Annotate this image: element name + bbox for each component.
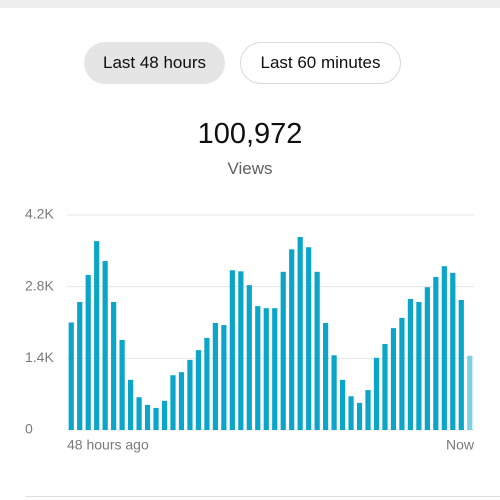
bar	[272, 308, 278, 430]
bar	[187, 359, 193, 430]
bar	[280, 271, 286, 430]
bar	[297, 237, 303, 430]
bar	[339, 379, 346, 430]
bar	[306, 247, 312, 430]
bar	[314, 271, 320, 430]
bar	[433, 276, 439, 430]
bar	[153, 407, 159, 430]
bar	[356, 402, 363, 430]
bar	[204, 337, 210, 430]
x-tick-label: 48 hours ago	[67, 437, 149, 453]
tab-48-hours[interactable]: Last 48 hours	[84, 42, 225, 84]
bar	[399, 317, 405, 430]
bar	[441, 266, 447, 430]
chart: 0 1.4K 2.8K 4.2K 48 hours ago Now	[25, 206, 475, 453]
bar	[407, 298, 414, 430]
metric-label: Views	[227, 159, 273, 178]
y-tick-label: 0	[25, 421, 33, 437]
bar	[94, 241, 100, 430]
bar	[229, 270, 235, 430]
bar	[289, 249, 295, 430]
bar	[467, 355, 473, 430]
bar	[246, 285, 252, 430]
bar	[85, 274, 91, 430]
top-bar	[0, 0, 500, 8]
bar	[416, 302, 422, 430]
bar	[127, 379, 134, 430]
bar	[161, 400, 168, 430]
bar	[263, 308, 269, 430]
divider	[25, 496, 500, 497]
bar	[170, 375, 176, 430]
bar	[178, 372, 185, 430]
bar	[458, 299, 464, 430]
bar	[382, 344, 388, 430]
bar	[450, 272, 456, 430]
bar	[212, 323, 218, 430]
bar	[424, 287, 430, 430]
bar	[111, 302, 117, 430]
bar	[68, 322, 74, 430]
total-views: 100,972	[197, 118, 303, 150]
bar	[331, 355, 337, 430]
bar	[373, 357, 380, 430]
y-tick-label: 2.8K	[25, 277, 54, 293]
bar	[77, 302, 83, 430]
bar	[255, 306, 261, 430]
y-tick-label: 1.4K	[25, 349, 54, 365]
bar	[390, 328, 397, 430]
bar	[144, 404, 151, 430]
bar	[323, 323, 329, 430]
bar	[238, 271, 244, 430]
bar	[195, 350, 202, 430]
y-tick-label: 4.2K	[25, 206, 54, 222]
bar	[221, 325, 227, 430]
bar	[348, 396, 354, 430]
bar	[365, 390, 371, 430]
x-tick-label: Now	[446, 437, 475, 453]
bar	[102, 261, 108, 430]
tab-60-minutes[interactable]: Last 60 minutes	[240, 42, 401, 84]
bar	[119, 339, 125, 430]
bar	[136, 397, 142, 430]
